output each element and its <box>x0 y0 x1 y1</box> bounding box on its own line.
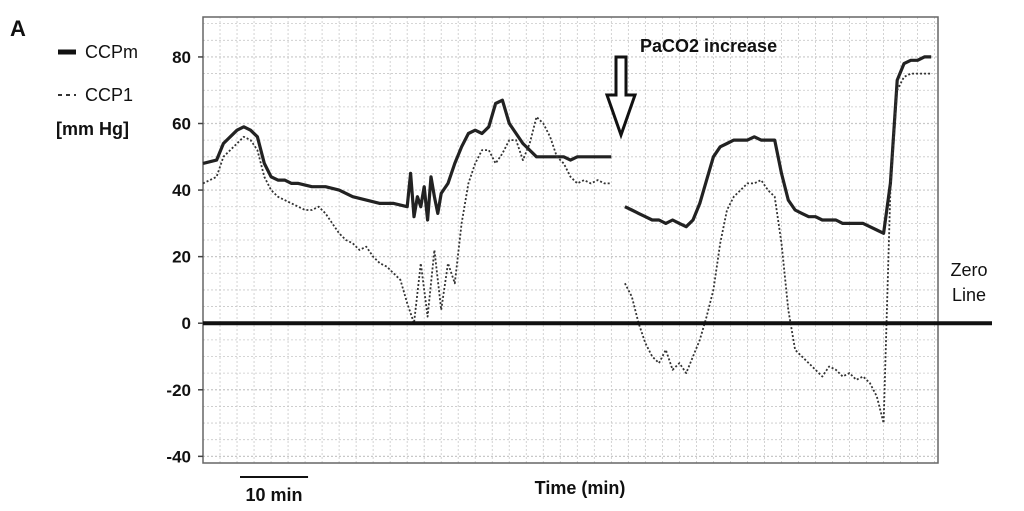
y-tick-label: 20 <box>172 248 191 267</box>
series-line-ccp1 <box>202 116 612 325</box>
zero-line-label-1: Zero <box>950 260 987 280</box>
grid <box>202 17 938 463</box>
time-scale-bar-label: 10 min <box>246 485 303 505</box>
x-axis-label: Time (min) <box>535 478 626 498</box>
y-tick-label: 60 <box>172 115 191 134</box>
y-tick-label: 0 <box>182 314 191 333</box>
y-tick-label: 80 <box>172 48 191 67</box>
series-line-ccpm <box>202 98 612 222</box>
series-line-ccpm-after <box>624 55 932 235</box>
series-group <box>202 55 932 425</box>
series-line-ccp1-after <box>624 72 932 425</box>
y-tick-label: -40 <box>166 447 191 466</box>
plot-frame <box>202 16 939 464</box>
legend-label-ccp1: CCP1 <box>85 85 133 105</box>
legend-label-ccpm: CCPm <box>85 42 138 62</box>
units-label: [mm Hg] <box>56 119 129 139</box>
y-axis: 80 60 40 20 0 -20 -40 <box>166 48 203 466</box>
y-tick-label: 40 <box>172 181 191 200</box>
zero-line-label-2: Line <box>952 285 986 305</box>
annotation-label: PaCO2 increase <box>640 36 777 56</box>
y-tick-label: -20 <box>166 381 191 400</box>
panel-label: A <box>10 16 26 41</box>
paco2-arrow-icon <box>604 55 638 140</box>
